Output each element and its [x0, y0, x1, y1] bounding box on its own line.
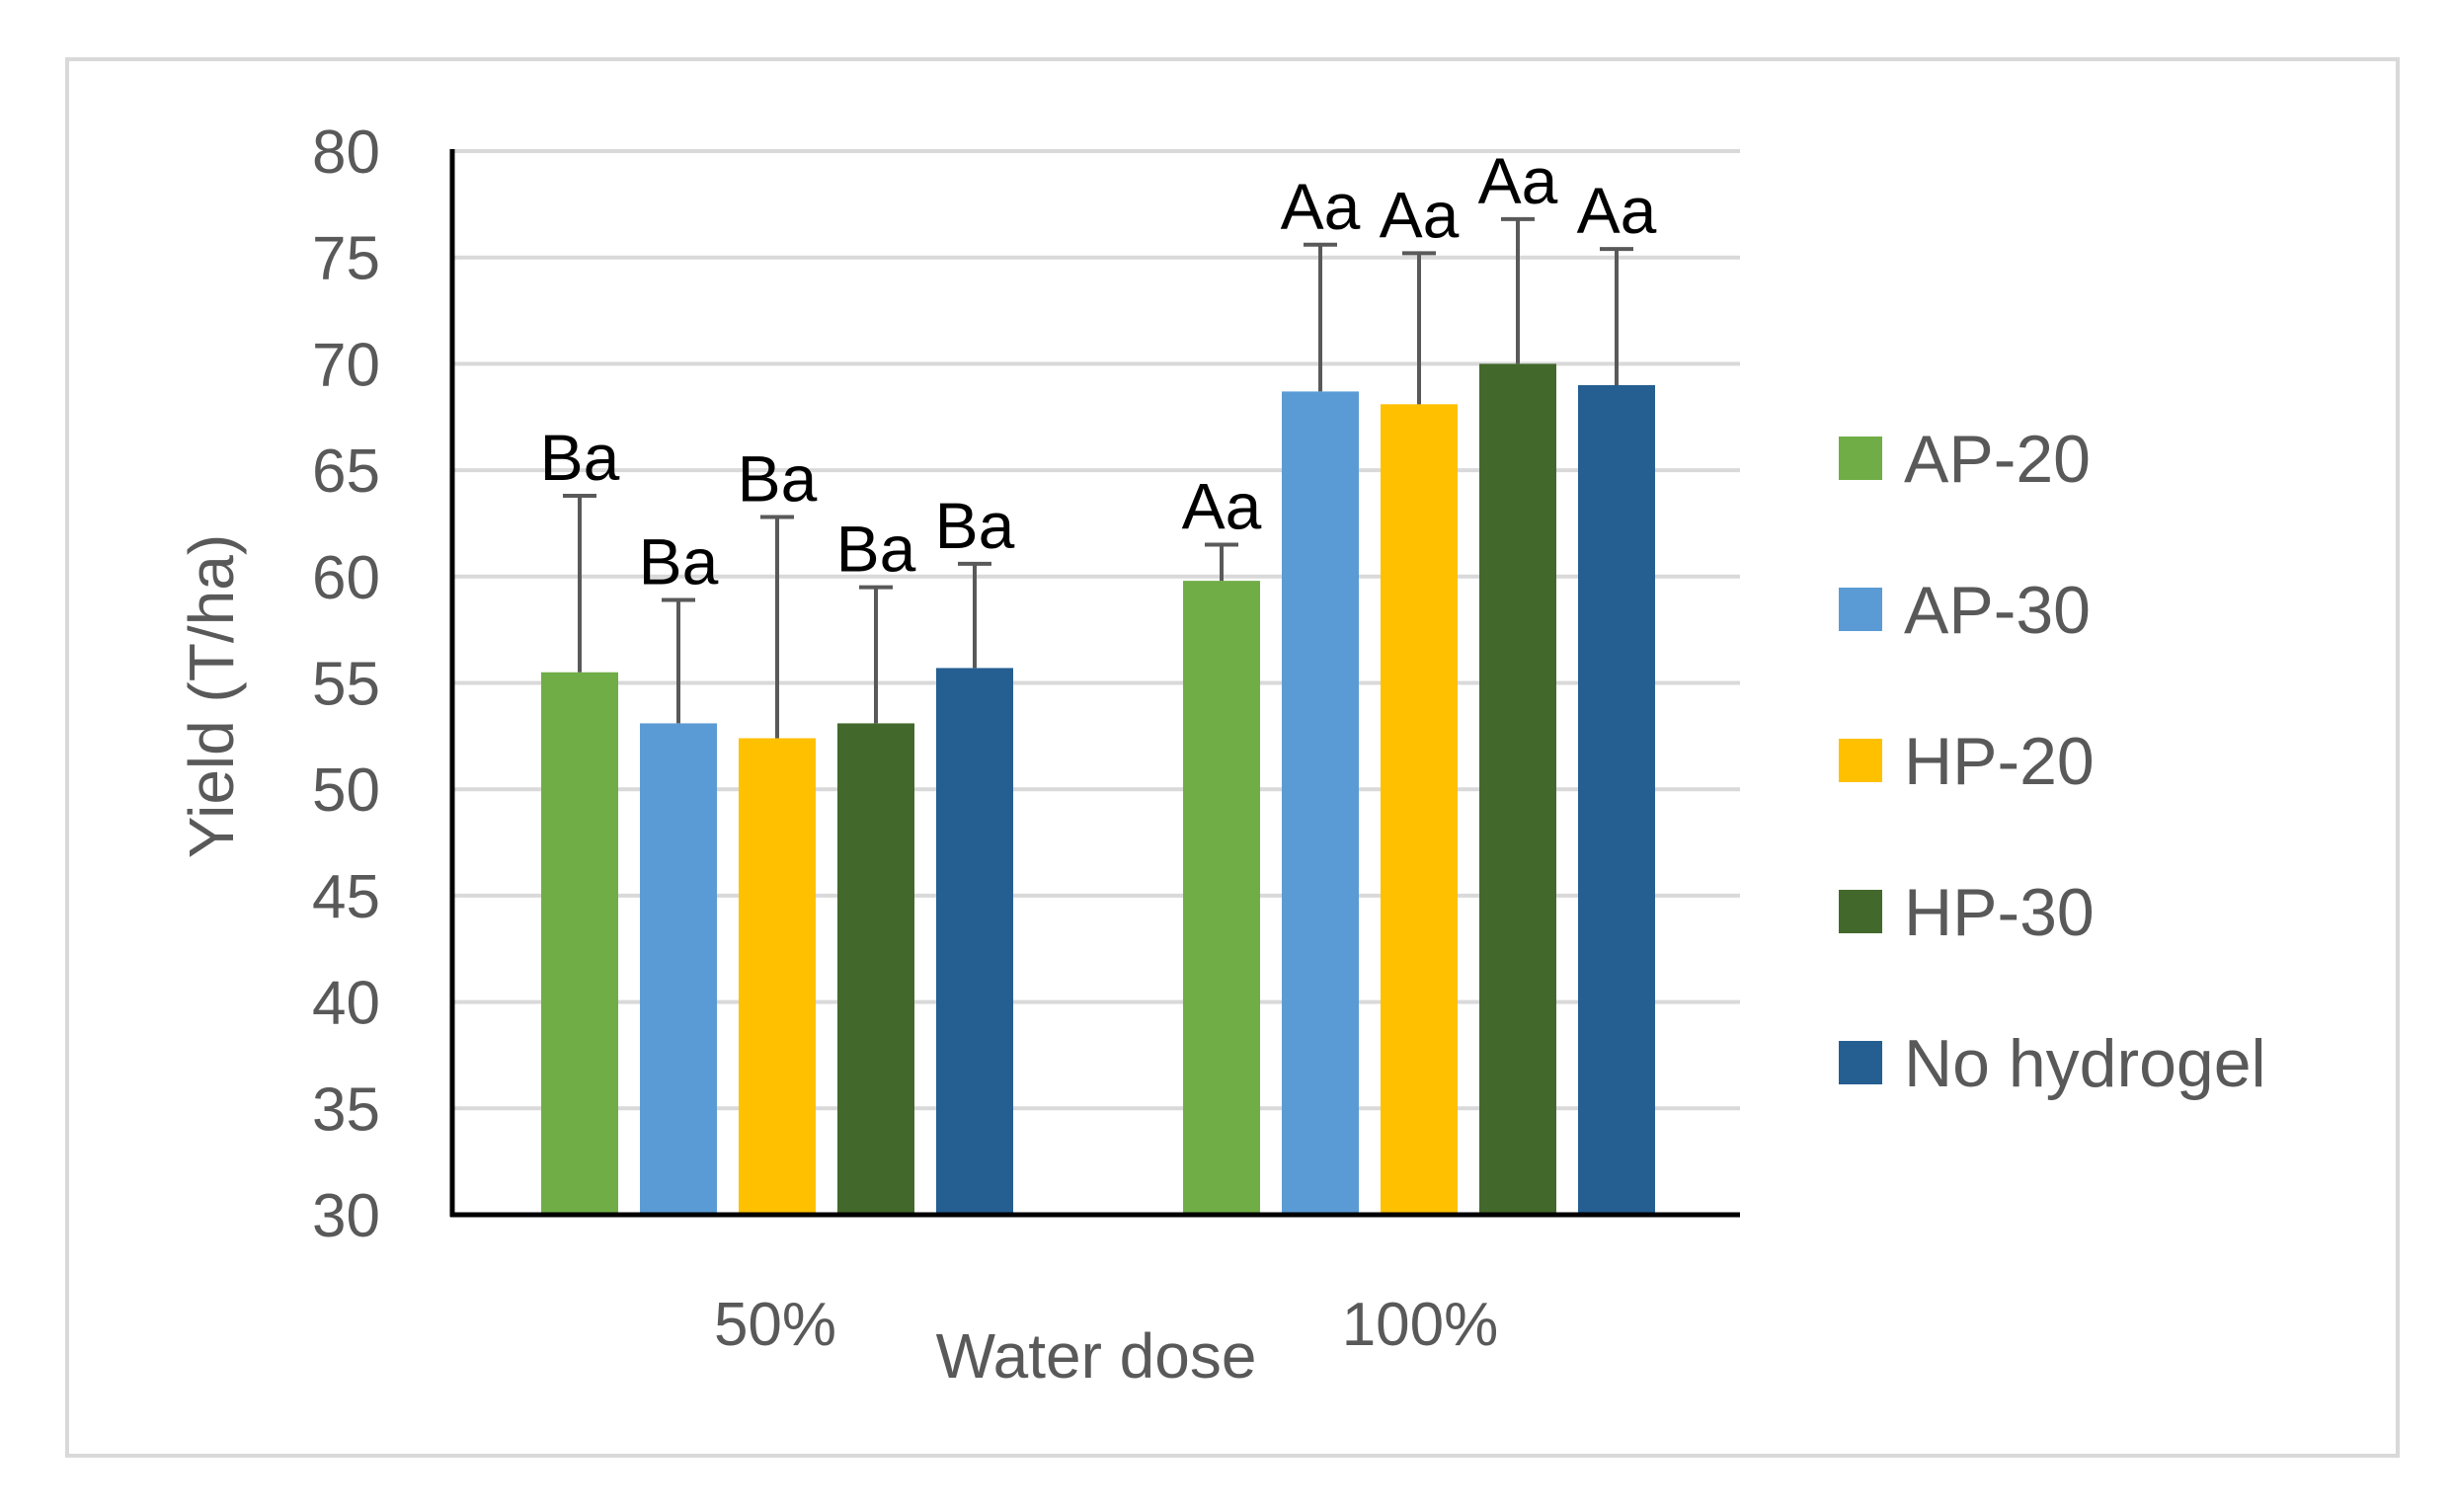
bar: [1183, 581, 1260, 1215]
x-tick-label: 100%: [1342, 1291, 1499, 1359]
x-tick-labels: 50% 100%: [714, 1291, 1498, 1359]
significance-label: Aa: [1577, 174, 1657, 247]
error-bars: [563, 216, 1633, 739]
y-tick-label: 60: [312, 544, 380, 612]
y-tick-label: 40: [312, 970, 380, 1038]
y-tick-label: 35: [312, 1075, 380, 1144]
bar: [936, 668, 1013, 1215]
bar: [1282, 391, 1359, 1216]
bar: [837, 723, 914, 1215]
y-tick-label: 80: [312, 119, 380, 187]
significance-label: Ba: [935, 489, 1015, 562]
x-tick-label: 50%: [714, 1291, 836, 1359]
legend-label: AP-20: [1904, 422, 2091, 497]
legend-swatch: [1839, 437, 1882, 480]
significance-labels: Ba Aa Ba Aa Ba Aa Ba Aa Ba Aa: [540, 144, 1657, 598]
legend-label: No hydrogel: [1904, 1026, 2266, 1101]
bar: [1381, 404, 1458, 1215]
significance-label: Ba: [738, 441, 818, 515]
significance-label: Aa: [1380, 178, 1460, 251]
legend-swatch: [1839, 1041, 1882, 1084]
significance-label: Ba: [540, 421, 620, 494]
bars: [541, 363, 1655, 1216]
significance-label: Ba: [836, 513, 916, 586]
bar: [739, 738, 816, 1215]
significance-label: Aa: [1281, 170, 1361, 243]
y-tick-label: 30: [312, 1182, 380, 1250]
y-tick-label: 75: [312, 225, 380, 293]
bar: [1479, 363, 1556, 1215]
y-tick-label: 50: [312, 756, 380, 825]
axes: [449, 149, 1740, 1218]
legend-label: HP-20: [1904, 724, 2095, 799]
y-tick-labels: 30 35 40 45 50 55 60 65 70 75 80: [312, 119, 380, 1250]
legend-label: AP-30: [1904, 573, 2091, 648]
legend-swatch: [1839, 588, 1882, 631]
legend-swatch: [1839, 739, 1882, 782]
bar: [1578, 384, 1655, 1215]
y-tick-label: 55: [312, 651, 380, 719]
y-tick-label: 45: [312, 863, 380, 931]
x-axis-title: Water dose: [936, 1320, 1257, 1392]
y-tick-label: 70: [312, 331, 380, 399]
y-axis-title: Yield (T/ha): [176, 534, 247, 858]
legend-swatch: [1839, 890, 1882, 933]
significance-label: Aa: [1478, 144, 1558, 217]
bar: [640, 723, 717, 1215]
legend-label: HP-30: [1904, 875, 2095, 950]
y-tick-label: 65: [312, 438, 380, 506]
significance-label: Ba: [639, 524, 719, 597]
bar: [541, 672, 618, 1215]
legend: AP-20 AP-30 HP-20 HP-30 No hydrogel: [1839, 422, 2266, 1101]
significance-label: Aa: [1182, 469, 1262, 542]
